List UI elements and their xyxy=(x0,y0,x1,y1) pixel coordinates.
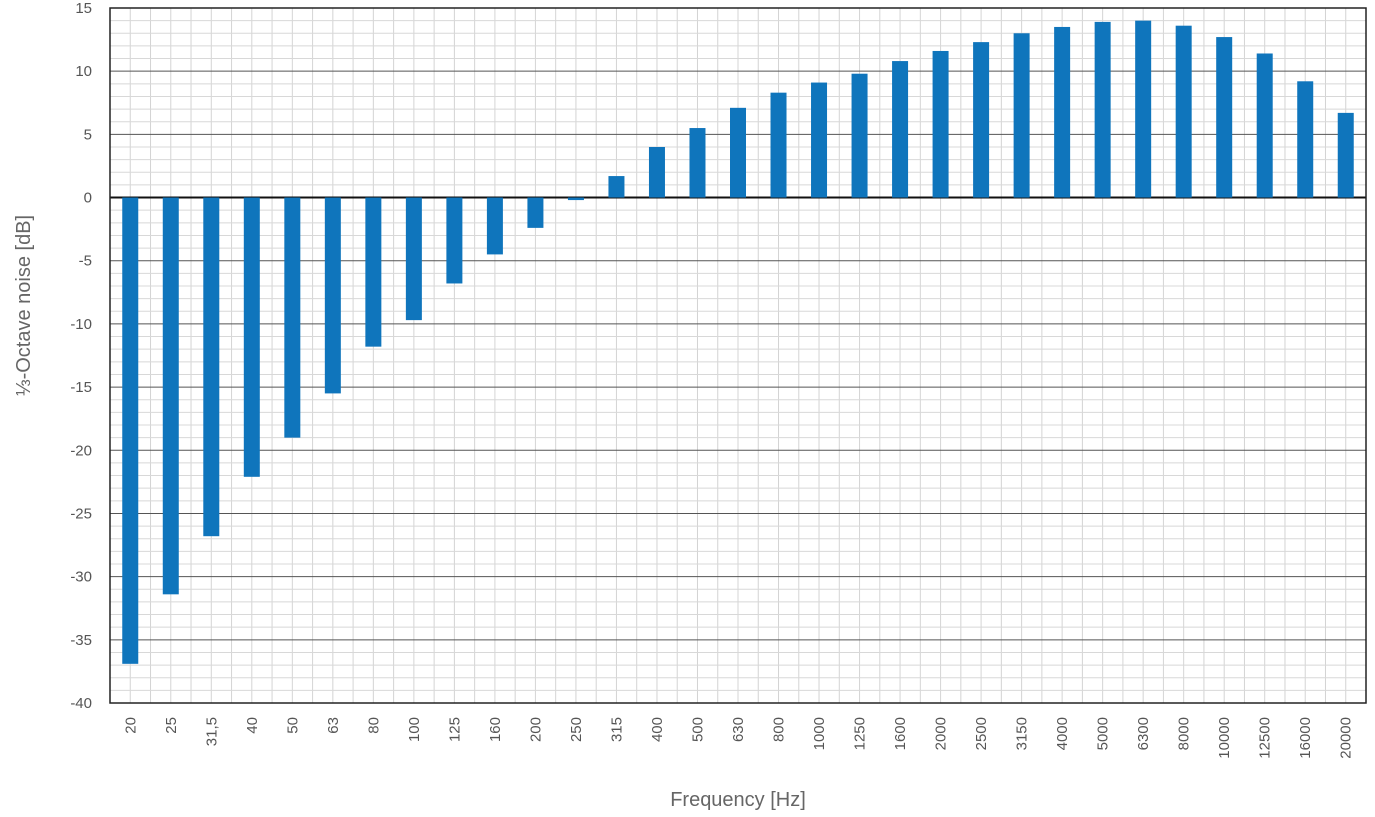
y-tick-label: 10 xyxy=(75,63,92,80)
x-tick-label: 100 xyxy=(406,717,423,742)
x-axis-ticks: 20 25 31,5 40 50 63 80 100 125 160 200 250 315 400 500… xyxy=(122,717,1354,759)
bar-12500 xyxy=(1256,53,1273,198)
x-tick-label: 315 xyxy=(608,717,625,742)
x-tick-label: 16000 xyxy=(1297,717,1314,759)
bar-16000 xyxy=(1297,81,1314,198)
bar-4000 xyxy=(1054,26,1071,198)
bar-500 xyxy=(689,128,706,198)
x-tick-label: 6300 xyxy=(1135,717,1152,750)
x-tick-label: 2500 xyxy=(973,717,990,750)
x-tick-label: 1600 xyxy=(892,717,909,750)
x-tick-label: 20000 xyxy=(1338,717,1355,759)
x-tick-label: 250 xyxy=(568,717,585,742)
bar-1000 xyxy=(811,82,828,198)
bar-800 xyxy=(770,92,787,198)
bar-250 xyxy=(567,197,584,201)
x-tick-label: 10000 xyxy=(1216,717,1233,759)
y-tick-label: -40 xyxy=(70,695,92,712)
x-tick-label: 8000 xyxy=(1176,717,1193,750)
plot-frame xyxy=(109,7,1367,704)
y-tick-label: -20 xyxy=(70,442,92,459)
bar-3150 xyxy=(1013,33,1030,198)
y-tick-label: 15 xyxy=(75,0,92,17)
bar-5000 xyxy=(1094,21,1111,198)
bar-2000 xyxy=(932,50,949,198)
bar-50 xyxy=(284,197,301,438)
x-tick-label: 800 xyxy=(771,717,788,742)
x-tick-label: 31,5 xyxy=(203,717,220,746)
bar-100 xyxy=(405,197,422,321)
bar-80 xyxy=(365,197,382,347)
bar-31,5 xyxy=(203,197,220,537)
x-tick-label: 80 xyxy=(365,717,382,734)
y-tick-label: -10 xyxy=(70,316,92,333)
bar-315 xyxy=(608,176,625,198)
y-tick-label: -25 xyxy=(70,505,92,522)
x-tick-label: 1250 xyxy=(852,717,869,750)
bar-400 xyxy=(648,147,665,198)
bar-125 xyxy=(446,197,463,284)
bar-1250 xyxy=(851,73,868,198)
y-tick-label: 5 xyxy=(84,126,92,143)
y-axis-title: ⅓-Octave noise [dB] xyxy=(13,215,35,396)
x-tick-label: 20 xyxy=(122,717,139,734)
y-tick-label: 0 xyxy=(84,190,92,207)
y-axis-ticks: 15 10 5 0 -5 -10 -15 -20 -25 -30 -35 -40 xyxy=(70,0,92,712)
bar-200 xyxy=(527,197,544,228)
bar-25 xyxy=(162,197,179,595)
x-tick-label: 63 xyxy=(325,717,342,734)
bar-2500 xyxy=(973,42,990,198)
x-tick-label: 50 xyxy=(284,717,301,734)
bar-8000 xyxy=(1175,25,1192,198)
bar-63 xyxy=(324,197,341,394)
x-tick-label: 2000 xyxy=(933,717,950,750)
x-tick-label: 400 xyxy=(649,717,666,742)
bar-20 xyxy=(122,197,139,664)
y-tick-label: -5 xyxy=(79,253,92,270)
x-tick-label: 40 xyxy=(244,717,261,734)
bar-6300 xyxy=(1135,20,1152,198)
bar-630 xyxy=(730,107,746,198)
x-tick-label: 630 xyxy=(730,717,747,742)
y-tick-label: -30 xyxy=(70,569,92,586)
x-tick-label: 1000 xyxy=(811,717,828,750)
x-tick-label: 5000 xyxy=(1095,717,1112,750)
y-tick-label: -15 xyxy=(70,379,92,396)
bar-160 xyxy=(486,197,503,255)
x-tick-label: 25 xyxy=(163,717,180,734)
bars xyxy=(122,20,1354,664)
bar-40 xyxy=(243,197,260,477)
x-tick-label: 12500 xyxy=(1257,717,1274,759)
bar-10000 xyxy=(1216,37,1233,198)
x-axis-title: Frequency [Hz] xyxy=(670,789,806,811)
x-tick-label: 200 xyxy=(527,717,544,742)
x-tick-label: 125 xyxy=(446,717,463,742)
y-tick-label: -35 xyxy=(70,632,92,649)
bar-1600 xyxy=(892,61,909,198)
x-tick-label: 3150 xyxy=(1014,717,1031,750)
bar-20000 xyxy=(1337,112,1354,198)
x-tick-label: 160 xyxy=(487,717,504,742)
x-tick-label: 500 xyxy=(689,717,706,742)
x-tick-label: 4000 xyxy=(1054,717,1071,750)
